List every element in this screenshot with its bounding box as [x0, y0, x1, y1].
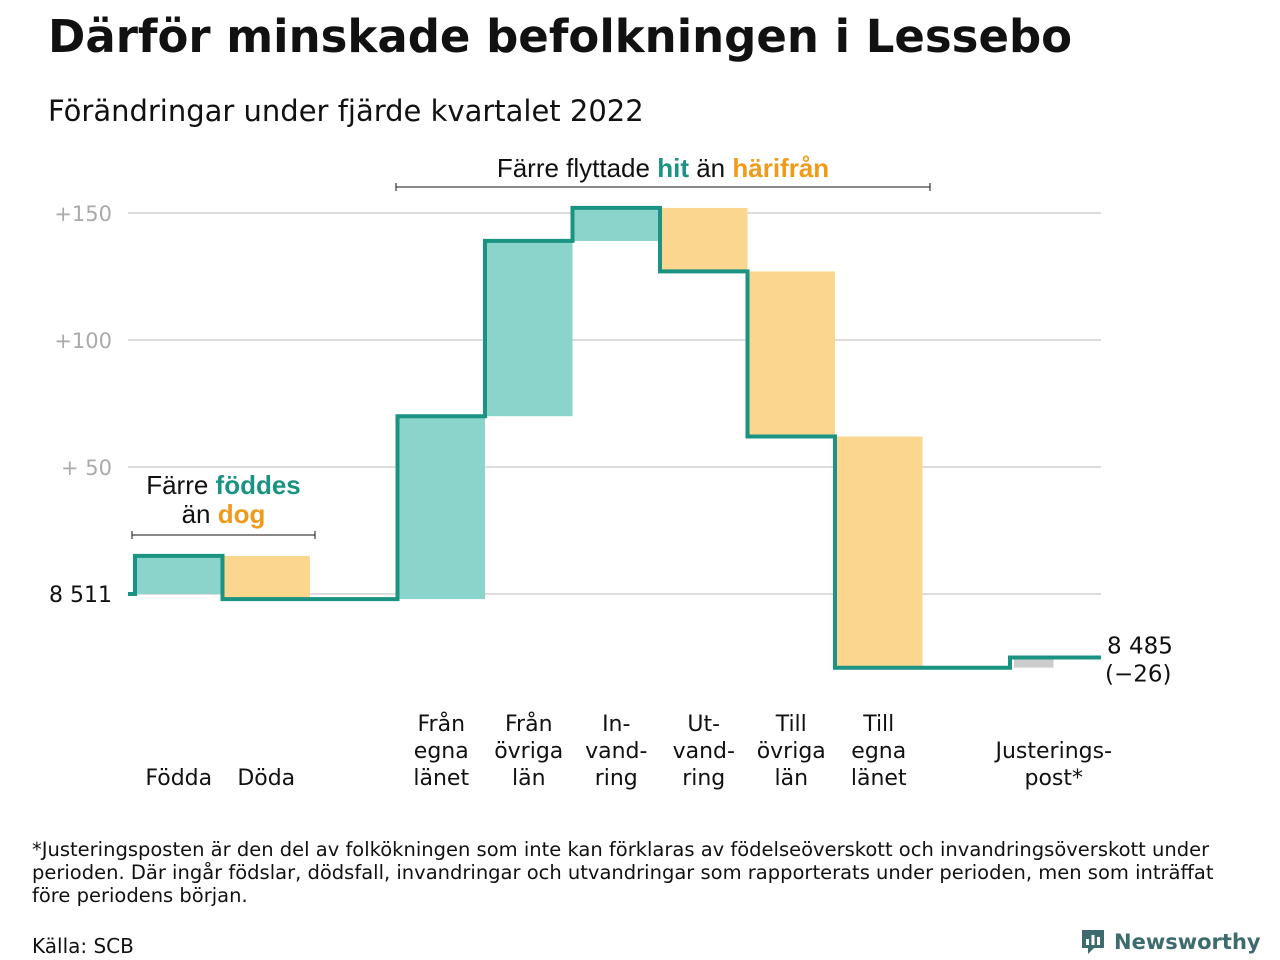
annotation-births-line2: än dog — [182, 499, 266, 529]
annotation-part: dog — [218, 499, 266, 529]
category-label: post* — [1024, 766, 1083, 791]
annotation-part: än — [689, 153, 732, 183]
category-label: Döda — [237, 766, 295, 791]
bar-decrease — [660, 207, 748, 272]
y-tick-label: +150 — [54, 202, 112, 226]
y-tick-label: +100 — [54, 329, 112, 353]
chart-subtitle: Förändringar under fjärde kvartalet 2022 — [48, 94, 644, 128]
category-label: län — [774, 766, 808, 791]
category-label: Från — [505, 711, 553, 737]
category-label: vand- — [585, 739, 647, 764]
brand-logo: Newsworthy — [1080, 928, 1261, 956]
bar-adjustment — [1014, 657, 1054, 668]
category-label: Från — [417, 711, 465, 737]
annotation-births-line1: Färre föddes — [146, 470, 301, 500]
end-change-label: (−26) — [1105, 662, 1171, 688]
bar-increase — [135, 555, 223, 594]
category-label: län — [512, 766, 546, 791]
y-tick-label: + 50 — [61, 456, 112, 480]
annotation-part: härifrån — [732, 153, 829, 183]
newsworthy-logo-icon — [1082, 930, 1104, 954]
bars — [135, 207, 1054, 668]
category-label: länet — [413, 766, 469, 791]
bar-decrease — [747, 271, 835, 437]
category-label: ring — [682, 766, 725, 791]
cumulative-step-line — [128, 205, 1101, 670]
bar-increase — [572, 207, 660, 241]
category-label: egna — [414, 739, 469, 764]
annotation-part: föddes — [216, 470, 301, 500]
annotation-part: än — [182, 499, 218, 529]
start-value-label: 8 511 — [49, 583, 112, 608]
chart-title: Därför minskade befolkningen i Lessebo — [48, 10, 1073, 63]
category-label: Till — [775, 712, 807, 737]
bar-decrease — [835, 436, 923, 668]
category-label: egna — [851, 739, 906, 764]
category-label: Justerings- — [993, 739, 1112, 764]
category-label: övriga — [757, 739, 826, 764]
category-label: Ut- — [687, 712, 720, 737]
bar-increase — [485, 240, 573, 417]
annotation-part: Färre flyttade — [497, 153, 657, 183]
annotation-part: Färre — [146, 470, 215, 500]
category-label: In- — [602, 712, 630, 737]
category-label: länet — [851, 766, 907, 791]
source-note: Källa: SCB — [32, 934, 134, 958]
annotation-part: hit — [657, 153, 689, 183]
category-label: Till — [862, 712, 894, 737]
category-label: Födda — [145, 766, 212, 791]
category-label: övriga — [494, 739, 563, 764]
end-value-label: 8 485 — [1107, 634, 1173, 660]
category-label: vand- — [673, 739, 735, 764]
cumulative-line — [128, 205, 1101, 670]
footnote: *Justeringsposten är den del av folkökni… — [32, 838, 1214, 907]
brand-name: Newsworthy — [1114, 930, 1261, 954]
bar-increase — [397, 416, 485, 600]
gridlines — [128, 212, 1101, 595]
annotation-moves: Färre flyttade hit än härifrån — [497, 153, 829, 183]
bar-decrease — [222, 555, 310, 600]
category-label: ring — [595, 766, 638, 791]
